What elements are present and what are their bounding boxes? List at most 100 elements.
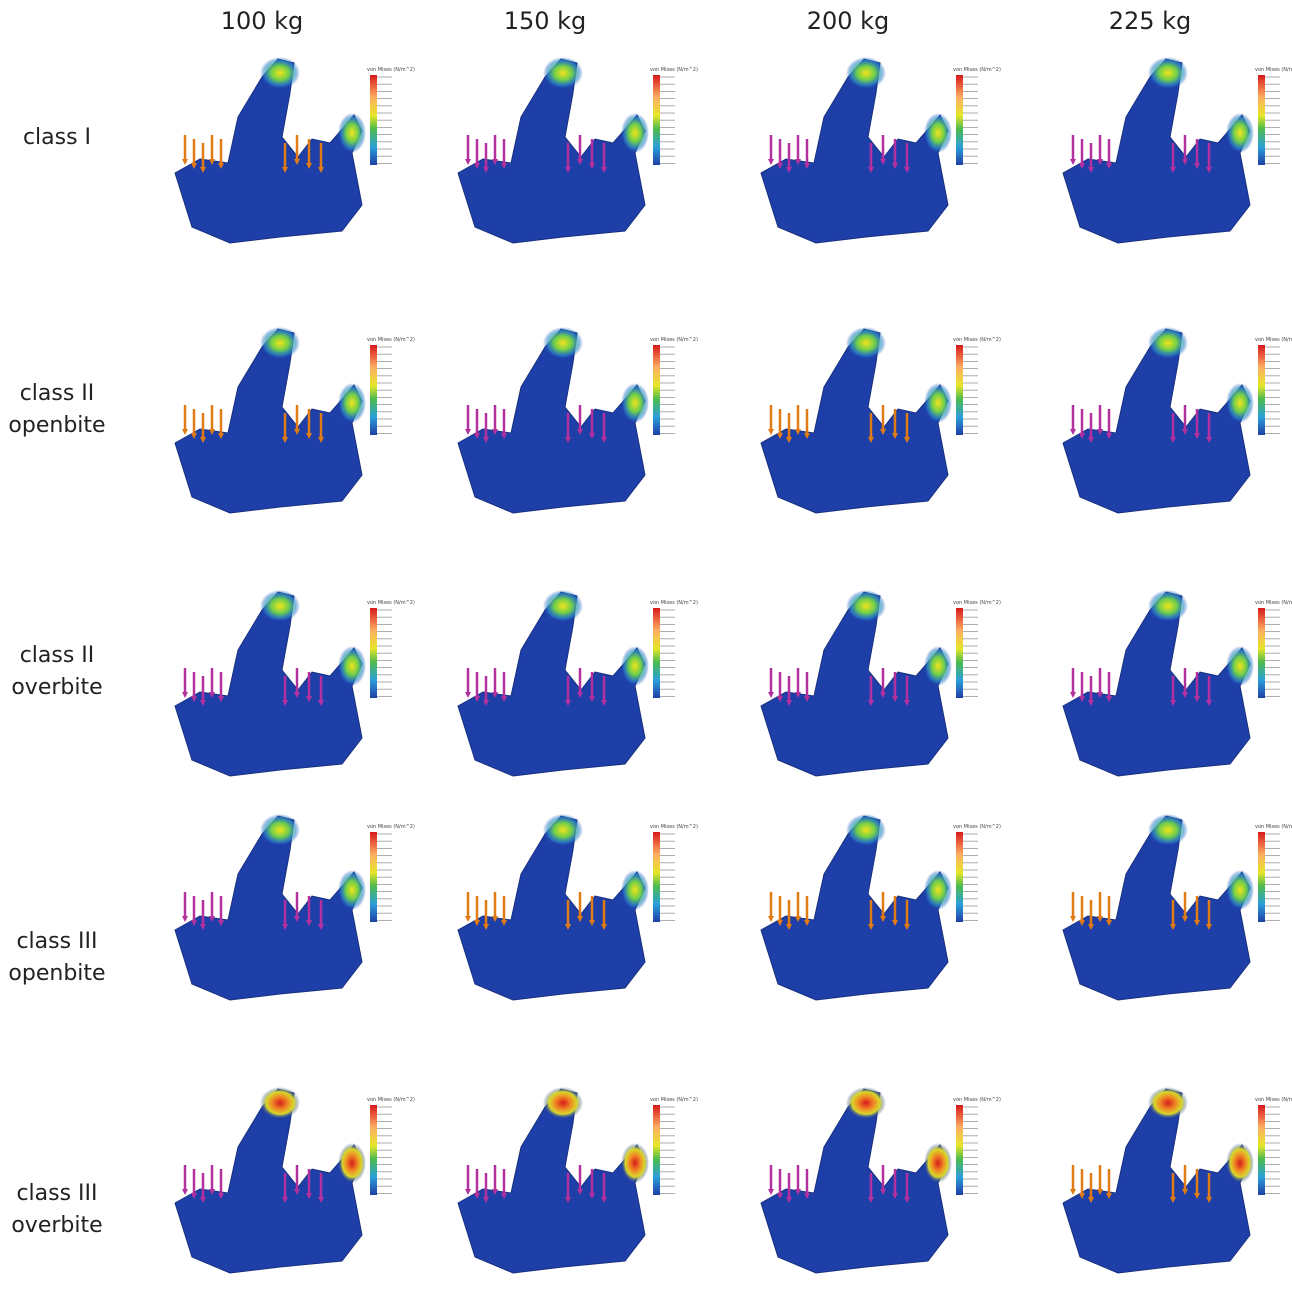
force-arrow-head [465, 692, 471, 698]
stress-hotspot [543, 327, 583, 359]
stress-hotspot [846, 590, 886, 622]
stress-hotspot [260, 590, 300, 622]
stress-hotspot [924, 646, 952, 686]
legend-title: von Mises (N/m^2) [1255, 67, 1292, 73]
column-header: 200 kg [807, 7, 890, 35]
force-arrow-head [1070, 159, 1076, 165]
fea-panel: von Mises (N/m^2) [458, 57, 698, 243]
stress-hotspot [846, 57, 886, 89]
colorbar [653, 832, 660, 922]
fea-panel: von Mises (N/m^2) [175, 814, 415, 1000]
colorbar [370, 75, 377, 165]
legend-title: von Mises (N/m^2) [953, 1097, 1001, 1103]
stress-hotspot [1148, 814, 1188, 846]
colorbar [370, 1105, 377, 1195]
stress-hotspot [338, 646, 366, 686]
stress-hotspot [846, 327, 886, 359]
stress-hotspot [1148, 57, 1188, 89]
row-label: class III [16, 929, 97, 954]
colorbar [1258, 75, 1265, 165]
row-label: class III [16, 1181, 97, 1206]
legend-title: von Mises (N/m^2) [1255, 1097, 1292, 1103]
force-arrow-head [465, 429, 471, 435]
force-arrow-head [465, 159, 471, 165]
fea-panel: von Mises (N/m^2) [761, 590, 1001, 776]
force-arrow-head [182, 916, 188, 922]
legend-title: von Mises (N/m^2) [367, 337, 415, 343]
colorbar [956, 608, 963, 698]
stress-hotspot [1226, 1143, 1254, 1183]
column-header: 225 kg [1109, 7, 1192, 35]
stress-hotspot [1226, 646, 1254, 686]
fea-panel: von Mises (N/m^2) [761, 57, 1001, 243]
fea-panel: von Mises (N/m^2) [458, 590, 698, 776]
legend-title: von Mises (N/m^2) [650, 1097, 698, 1103]
stress-hotspot [1226, 870, 1254, 910]
fea-panel: von Mises (N/m^2) [761, 1087, 1001, 1273]
legend-title: von Mises (N/m^2) [650, 337, 698, 343]
legend-title: von Mises (N/m^2) [367, 1097, 415, 1103]
stress-hotspot [260, 1087, 300, 1119]
row-label: class II [20, 643, 95, 668]
stress-hotspot [621, 383, 649, 423]
force-arrow-head [768, 916, 774, 922]
fea-panel: von Mises (N/m^2) [458, 327, 698, 513]
legend-title: von Mises (N/m^2) [367, 824, 415, 830]
fea-panel: von Mises (N/m^2) [175, 1087, 415, 1273]
colorbar [653, 1105, 660, 1195]
legend-title: von Mises (N/m^2) [367, 600, 415, 606]
row-label: class I [23, 125, 91, 150]
force-arrow-head [182, 1189, 188, 1195]
stress-hotspot [543, 57, 583, 89]
force-arrow-head [465, 1189, 471, 1195]
legend-title: von Mises (N/m^2) [1255, 824, 1292, 830]
colorbar [1258, 608, 1265, 698]
legend-title: von Mises (N/m^2) [1255, 600, 1292, 606]
fea-panel: von Mises (N/m^2) [175, 57, 415, 243]
stress-hotspot [621, 113, 649, 153]
legend-title: von Mises (N/m^2) [953, 67, 1001, 73]
column-header: 150 kg [504, 7, 587, 35]
stress-hotspot [1148, 590, 1188, 622]
row-label: class II [20, 381, 95, 406]
legend-title: von Mises (N/m^2) [650, 600, 698, 606]
stress-hotspot [1148, 327, 1188, 359]
colorbar [370, 345, 377, 435]
stress-hotspot [621, 1143, 649, 1183]
row-label: openbite [8, 961, 105, 986]
fea-panel: von Mises (N/m^2) [458, 1087, 698, 1273]
fea-panel: von Mises (N/m^2) [761, 814, 1001, 1000]
force-arrow-head [182, 429, 188, 435]
force-arrow-head [768, 159, 774, 165]
stress-hotspot [543, 814, 583, 846]
force-arrow-head [1070, 692, 1076, 698]
fea-panel: von Mises (N/m^2) [1063, 57, 1292, 243]
row-label: openbite [8, 413, 105, 438]
legend-title: von Mises (N/m^2) [953, 824, 1001, 830]
fea-panel: von Mises (N/m^2) [1063, 814, 1292, 1000]
force-arrow-head [768, 692, 774, 698]
legend-title: von Mises (N/m^2) [953, 600, 1001, 606]
figure: 100 kg150 kg200 kg225 kgclass Iclass IIo… [0, 0, 1292, 1295]
fea-panel: von Mises (N/m^2) [761, 327, 1001, 513]
stress-hotspot [1148, 1087, 1188, 1119]
colorbar [956, 1105, 963, 1195]
force-arrow-head [768, 429, 774, 435]
fea-panel: von Mises (N/m^2) [175, 327, 415, 513]
stress-hotspot [338, 383, 366, 423]
legend-title: von Mises (N/m^2) [1255, 337, 1292, 343]
stress-hotspot [924, 113, 952, 153]
force-arrow-head [465, 916, 471, 922]
stress-hotspot [621, 646, 649, 686]
legend-title: von Mises (N/m^2) [650, 824, 698, 830]
stress-hotspot [260, 327, 300, 359]
stress-hotspot [621, 870, 649, 910]
colorbar [370, 608, 377, 698]
colorbar [1258, 1105, 1265, 1195]
stress-hotspot [846, 1087, 886, 1119]
colorbar [956, 832, 963, 922]
stress-hotspot [260, 57, 300, 89]
force-arrow-head [1070, 1189, 1076, 1195]
stress-hotspot [338, 870, 366, 910]
colorbar [653, 345, 660, 435]
